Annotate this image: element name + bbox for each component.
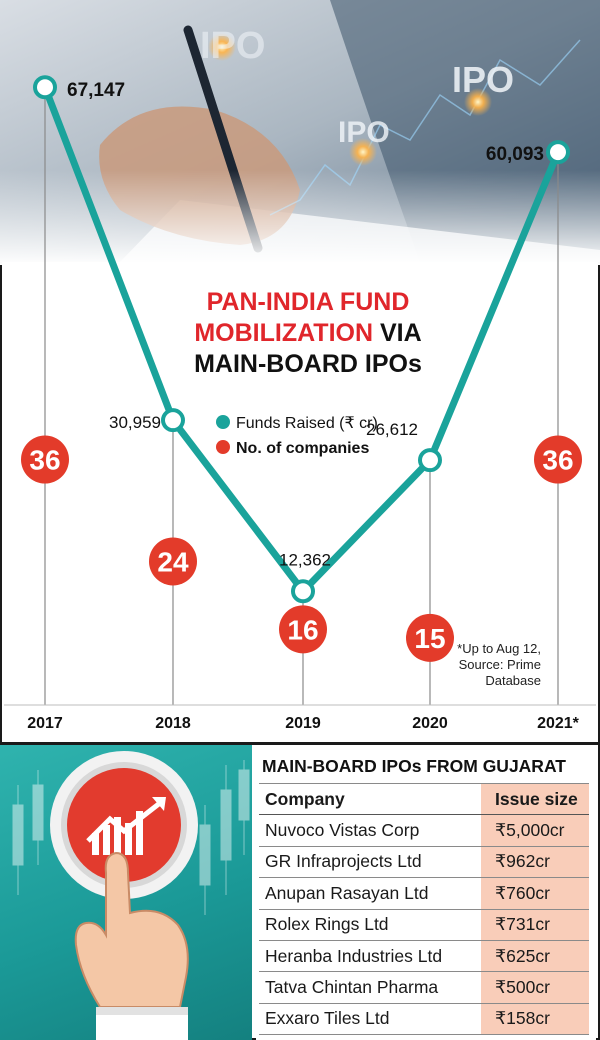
note-line-1: *Up to Aug 12, — [457, 641, 541, 656]
fund-mobilization-chart: IPO IPO IPO PAN-INDIA FUND MOBILIZATION … — [0, 0, 600, 732]
year-label-4: 2021* — [537, 715, 580, 732]
year-label-1: 2018 — [155, 715, 191, 732]
year-label-2: 2019 — [285, 715, 321, 732]
table-header-row: Company Issue size — [259, 782, 589, 816]
source-note: *Up to Aug 12, Source: Prime Database — [457, 641, 541, 688]
company-cell: Exxaro Tiles Ltd — [259, 1003, 481, 1036]
issue-size-cell: ₹731cr — [481, 909, 589, 941]
table-row: Nuvoco Vistas Corp ₹5,000cr — [259, 814, 589, 847]
company-cell: Heranba Industries Ltd — [259, 940, 481, 973]
gujarat-ipo-table: Company Issue size Nuvoco Vistas Corp ₹5,… — [259, 782, 589, 1036]
funds-point-2021* — [546, 140, 570, 165]
table-row: GR Infraprojects Ltd ₹962cr — [259, 846, 589, 879]
year-label-3: 2020 — [412, 715, 448, 732]
table-title: MAIN-BOARD IPOs FROM GUJARAT — [262, 756, 566, 776]
funds-label-2021*: 60,093 — [486, 144, 544, 165]
title-line-3: MAIN-BOARD IPOs — [194, 350, 422, 378]
funds-label-2018: 30,959 — [109, 413, 161, 432]
companies-bubble-2021* — [534, 435, 582, 484]
company-cell: Nuvoco Vistas Corp — [259, 814, 481, 847]
funds-label-2020: 26,612 — [366, 420, 418, 439]
companies-label-2020: 15 — [414, 623, 445, 654]
company-cell: Tatva Chintan Pharma — [259, 971, 481, 1004]
companies-label-2017: 36 — [29, 445, 60, 476]
legend: Funds Raised (₹ cr) No. of companies — [216, 415, 378, 457]
companies-bubble-2020 — [406, 613, 454, 662]
note-line-3: Database — [485, 673, 541, 688]
legend-companies-label: No. of companies — [236, 440, 369, 457]
table-row: Anupan Rasayan Ltd ₹760cr — [259, 877, 589, 910]
companies-label-2021*: 36 — [542, 445, 573, 476]
legend-red-dot — [216, 440, 230, 454]
companies-bubble-2017 — [21, 435, 69, 484]
funds-point-2019 — [291, 579, 315, 604]
company-cell: Rolex Rings Ltd — [259, 909, 481, 941]
issue-size-cell: ₹760cr — [481, 877, 589, 910]
year-label-0: 2017 — [27, 715, 63, 732]
table-row: Tatva Chintan Pharma ₹500cr — [259, 971, 589, 1004]
pointing-hand-icon — [74, 851, 189, 1008]
photo-ipo-word: IPO — [338, 116, 390, 149]
title-line-2: MOBILIZATION VIA — [194, 319, 421, 347]
funds-point-2020 — [418, 448, 442, 473]
companies-label-2018: 24 — [157, 546, 189, 577]
issue-size-cell: ₹625cr — [481, 940, 589, 973]
gujarat-ipo-table-section: MAIN-BOARD IPOs FROM GUJARAT Company Iss… — [256, 745, 596, 1040]
issue-size-cell: ₹500cr — [481, 971, 589, 1004]
header-company: Company — [259, 782, 481, 816]
illustration-svg — [12, 751, 250, 1040]
bottom-panel: MAIN-BOARD IPOs FROM GUJARAT Company Iss… — [0, 742, 600, 1040]
funds-label-2017: 67,147 — [67, 80, 125, 101]
table-row: Rolex Rings Ltd ₹731cr — [259, 909, 589, 941]
title-line-1: PAN-INDIA FUND — [207, 288, 410, 316]
photo-ipo-word: IPO — [452, 59, 514, 100]
funds-point-2017 — [33, 75, 57, 100]
companies-label-2019: 16 — [287, 614, 318, 645]
company-cell: Anupan Rasayan Ltd — [259, 877, 481, 910]
growth-chart-icon — [92, 811, 143, 855]
legend-teal-dot — [216, 415, 230, 429]
ipo-illustration — [0, 745, 252, 1040]
chart-title: PAN-INDIA FUND MOBILIZATION VIA MAIN-BOA… — [194, 288, 422, 378]
companies-bubble-2019 — [279, 605, 327, 654]
companies-bubble-2018 — [149, 537, 197, 586]
issue-size-cell: ₹962cr — [481, 846, 589, 879]
table-row: Exxaro Tiles Ltd ₹158cr — [259, 1003, 589, 1036]
background-photo: IPO IPO IPO — [0, 0, 600, 265]
header-issue-size: Issue size — [481, 782, 589, 816]
company-cell: GR Infraprojects Ltd — [259, 846, 481, 879]
funds-label-2019: 12,362 — [279, 550, 331, 569]
note-line-2: Source: Prime — [459, 657, 541, 672]
legend-funds-label: Funds Raised (₹ cr) — [236, 415, 378, 432]
issue-size-cell: ₹5,000cr — [481, 814, 589, 847]
funds-point-2018 — [161, 408, 185, 433]
photo-ipo-word: IPO — [200, 25, 265, 67]
table-row: Heranba Industries Ltd ₹625cr — [259, 940, 589, 973]
issue-size-cell: ₹158cr — [481, 1003, 589, 1036]
